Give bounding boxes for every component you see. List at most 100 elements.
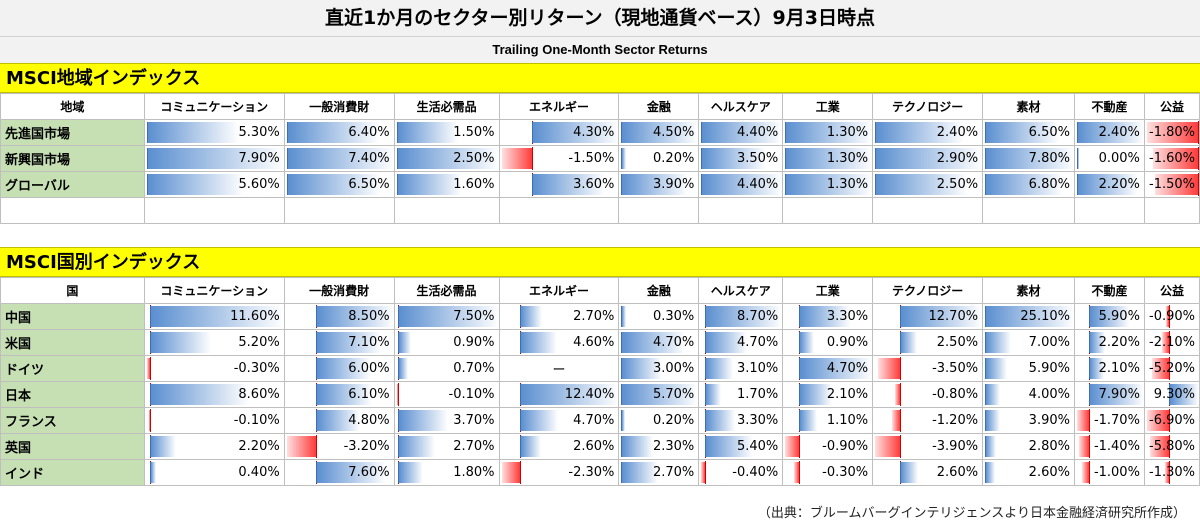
value-label: -1.70% <box>1093 413 1140 428</box>
value-cell: ー <box>498 355 620 382</box>
value-label: -6.90% <box>1149 413 1195 428</box>
column-header: 金融 <box>618 93 700 120</box>
value-label: -1.40% <box>1093 439 1140 454</box>
value-cell: 4.50% <box>618 119 700 146</box>
value-label: 0.20% <box>653 151 695 166</box>
value-label: 3.90% <box>653 177 695 192</box>
value-label: 2.90% <box>936 151 979 166</box>
data-bar <box>150 332 211 353</box>
data-bar <box>1152 148 1199 169</box>
value-label: 8.70% <box>736 309 779 324</box>
value-cell: 7.60% <box>283 459 395 486</box>
value-label: 2.30% <box>652 439 695 454</box>
value-label: 4.70% <box>826 361 869 376</box>
data-bar <box>531 174 605 195</box>
data-bar <box>985 410 1000 431</box>
value-label: 1.10% <box>826 413 869 428</box>
data-bar <box>875 436 902 457</box>
blank-cell <box>618 197 700 224</box>
value-label: 1.30% <box>826 125 869 140</box>
value-cell: -5.20% <box>1143 355 1200 382</box>
value-cell: 2.10% <box>1073 355 1145 382</box>
value-cell: 6.00% <box>283 355 395 382</box>
value-label: 0.30% <box>652 309 695 324</box>
value-cell: 9.30% <box>1143 381 1200 408</box>
value-label: 2.60% <box>1028 465 1070 480</box>
data-bar <box>877 358 902 379</box>
data-bar <box>621 122 698 143</box>
value-cell: 2.90% <box>872 145 984 172</box>
value-cell: 2.20% <box>1073 171 1145 198</box>
value-label: 4.30% <box>573 125 615 140</box>
row-label: 中国 <box>0 303 145 330</box>
value-label: 2.50% <box>936 177 979 192</box>
value-cell: 2.70% <box>498 303 620 330</box>
blank-cell <box>698 197 784 224</box>
data-bar <box>701 148 766 169</box>
value-label: 5.60% <box>238 177 280 192</box>
data-bar <box>1150 436 1170 457</box>
data-bar <box>315 358 372 379</box>
value-cell: -0.90% <box>1143 303 1200 330</box>
value-label: 3.50% <box>736 151 779 166</box>
value-cell: 5.30% <box>143 119 285 146</box>
value-label: 12.70% <box>928 309 979 324</box>
value-label: -1.30% <box>1149 465 1195 480</box>
value-label: 3.70% <box>453 413 495 428</box>
data-bar <box>1162 332 1170 353</box>
value-label: 1.50% <box>453 125 495 140</box>
data-bar <box>396 384 399 405</box>
row-label: 先進国市場 <box>0 119 145 146</box>
value-cell: -1.80% <box>1143 119 1200 146</box>
data-bar <box>397 410 449 431</box>
column-header: 公益 <box>1143 277 1200 304</box>
value-label: -5.80% <box>1149 439 1195 454</box>
value-cell: -1.60% <box>1143 145 1200 172</box>
value-cell: -1.40% <box>1073 433 1145 460</box>
value-label: 5.90% <box>1028 361 1070 376</box>
data-bar <box>1088 332 1105 353</box>
value-cell: -6.90% <box>1143 407 1200 434</box>
value-label: 8.50% <box>348 309 390 324</box>
column-header: テクノロジー <box>872 93 984 120</box>
value-label: 5.40% <box>736 439 779 454</box>
value-cell: -1.00% <box>1073 459 1145 486</box>
data-bar <box>531 122 618 143</box>
value-label: 2.70% <box>573 309 615 324</box>
data-bar <box>621 358 663 379</box>
data-bar <box>785 174 872 195</box>
value-cell: 2.60% <box>982 459 1075 486</box>
column-header: ヘルスケア <box>698 277 784 304</box>
value-label: 25.10% <box>1020 309 1070 324</box>
value-cell: 4.40% <box>698 119 784 146</box>
value-label: 0.90% <box>826 335 869 350</box>
value-cell: -1.50% <box>1143 171 1200 198</box>
value-label: 0.40% <box>238 465 280 480</box>
value-label: 3.30% <box>826 309 869 324</box>
value-label: 1.60% <box>453 177 495 192</box>
value-cell: 5.90% <box>1073 303 1145 330</box>
value-label: -5.20% <box>1149 361 1195 376</box>
value-cell: 2.50% <box>872 171 984 198</box>
value-cell: 2.60% <box>872 459 984 486</box>
data-bar <box>621 174 689 195</box>
blank-cell <box>1143 197 1200 224</box>
value-label: 0.20% <box>652 413 695 428</box>
value-cell: 4.70% <box>498 407 620 434</box>
data-bar <box>1076 148 1079 169</box>
value-cell: 3.30% <box>698 407 784 434</box>
value-cell: 5.40% <box>698 433 784 460</box>
data-bar <box>286 174 381 195</box>
data-bar <box>794 462 801 483</box>
regional-index-table: 地域 コミュニケーション 一般消費財 生活必需品 エネルギー 金融 ヘルスケア 工業 テクノロジ… <box>0 93 1200 224</box>
value-label: 4.40% <box>736 125 779 140</box>
data-bar <box>315 410 361 431</box>
value-cell: 2.20% <box>1073 329 1145 356</box>
data-bar <box>1088 306 1131 327</box>
data-bar <box>146 358 152 379</box>
value-label: -1.20% <box>932 413 979 428</box>
data-bar <box>900 332 917 353</box>
data-bar <box>704 306 782 327</box>
value-cell: -2.10% <box>1143 329 1200 356</box>
data-bar <box>799 332 814 353</box>
